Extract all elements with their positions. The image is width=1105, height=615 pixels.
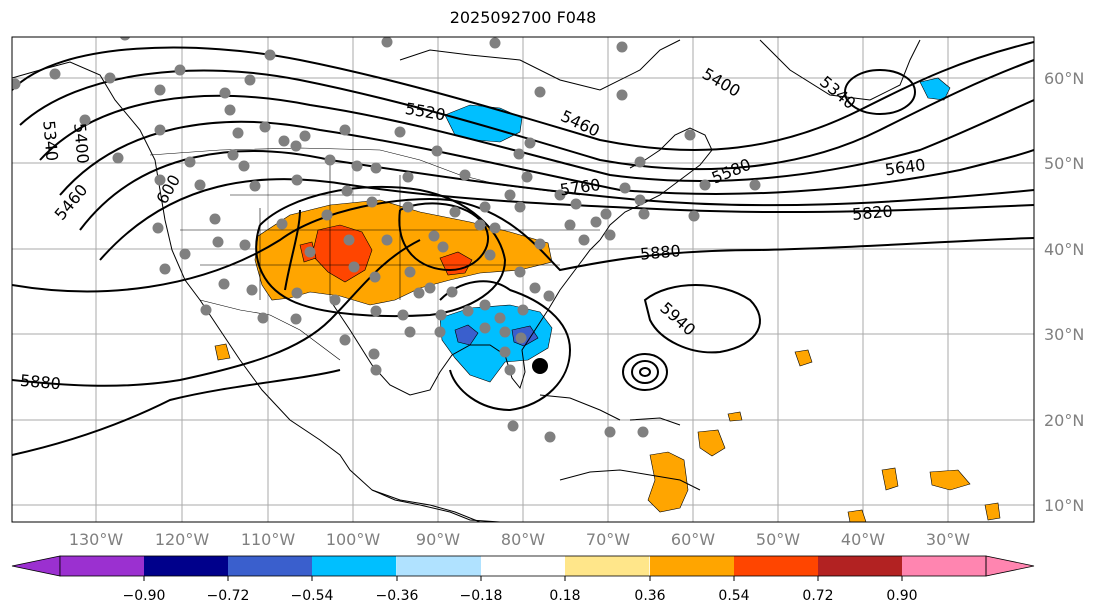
hudson-bay bbox=[399, 39, 681, 91]
colorbar-extend-right bbox=[985, 555, 1035, 577]
lon-label: 30°W bbox=[926, 530, 970, 549]
cool-anomaly-atlantic bbox=[919, 77, 951, 101]
colorbar-segment bbox=[397, 556, 482, 576]
colorbar-tick: −0.72 bbox=[207, 588, 250, 604]
lon-label: 60°W bbox=[671, 530, 715, 549]
longitude-labels: 130°W 120°W 110°W 100°W 90°W 80°W 70°W 6… bbox=[69, 530, 970, 549]
lon-label: 50°W bbox=[756, 530, 800, 549]
east-coast bbox=[599, 127, 713, 241]
colorbar-tick: −0.36 bbox=[376, 588, 419, 604]
lon-label: 80°W bbox=[501, 530, 545, 549]
warm-anomaly-atlantic-2 bbox=[929, 469, 971, 491]
colorbar-segment bbox=[734, 556, 819, 576]
colorbar-segment bbox=[565, 556, 650, 576]
colorbar-segment bbox=[312, 556, 397, 576]
lon-label: 40°W bbox=[841, 530, 885, 549]
colorbar-segment bbox=[650, 556, 735, 576]
warm-anomaly-atlantic-1 bbox=[794, 349, 813, 367]
station-dots bbox=[12, 37, 761, 443]
lat-label: 40°N bbox=[1044, 240, 1084, 259]
cool-anomaly-gulf bbox=[439, 304, 553, 383]
colorbar-tick: 0.36 bbox=[634, 588, 665, 604]
lat-label: 20°N bbox=[1044, 411, 1084, 430]
lon-label: 70°W bbox=[586, 530, 630, 549]
colorbar-segment bbox=[481, 556, 566, 576]
map-title: 2025092700 F048 bbox=[449, 8, 597, 27]
lat-label: 30°N bbox=[1044, 325, 1084, 344]
colorbar-tick: 0.90 bbox=[886, 588, 917, 604]
colorbar-tick: 0.18 bbox=[549, 588, 580, 604]
lon-label: 130°W bbox=[69, 530, 124, 549]
contour-label: 5820 bbox=[851, 201, 893, 223]
colorbar-segment bbox=[902, 556, 987, 576]
latitude-labels: 60°N 50°N 40°N 30°N 20°N 10°N bbox=[1044, 69, 1084, 515]
colorbar-segment bbox=[228, 556, 313, 576]
colorbar-segment bbox=[144, 556, 229, 576]
hispaniola bbox=[629, 417, 681, 426]
contour-label: 5340 bbox=[39, 120, 61, 162]
warm-anomaly-mexico bbox=[214, 343, 231, 361]
colorbar-tick: −0.18 bbox=[460, 588, 503, 604]
colorbar: −0.90 −0.72 −0.54 −0.36 −0.18 0.18 0.36 … bbox=[11, 555, 1035, 604]
storm-center-marker bbox=[532, 358, 548, 374]
lon-label: 100°W bbox=[326, 530, 381, 549]
colorbar-tick: 0.54 bbox=[718, 588, 749, 604]
south-america-north bbox=[559, 469, 701, 491]
colorbar-segment bbox=[818, 556, 903, 576]
contour-label: 5400 bbox=[70, 122, 92, 164]
lon-label: 120°W bbox=[155, 530, 210, 549]
warm-anomaly-atlantic-4 bbox=[984, 502, 1001, 521]
colorbar-extend-left bbox=[11, 555, 61, 577]
cuba bbox=[539, 394, 621, 421]
contour-label: 5880 bbox=[19, 371, 61, 393]
cold-anomaly-gulf bbox=[454, 324, 479, 346]
lat-label: 10°N bbox=[1044, 496, 1084, 515]
colorbar-tick: −0.54 bbox=[291, 588, 334, 604]
lat-label: 60°N bbox=[1044, 69, 1084, 88]
map-frame bbox=[11, 36, 1035, 523]
warm-anomaly-atlantic-5 bbox=[847, 509, 867, 522]
warm-anomaly-caribbean-2 bbox=[697, 429, 726, 457]
colorbar-segment bbox=[60, 556, 145, 576]
lon-label: 90°W bbox=[416, 530, 460, 549]
warm-anomaly-small bbox=[727, 411, 743, 422]
height-contours bbox=[12, 41, 1034, 456]
warm-anomaly-atlantic-3 bbox=[881, 467, 899, 491]
greenland bbox=[759, 39, 921, 101]
anomaly-shading bbox=[214, 77, 1001, 522]
us-mexico-border bbox=[199, 299, 341, 361]
lat-label: 50°N bbox=[1044, 154, 1084, 173]
colorbar-tick: −0.90 bbox=[123, 588, 166, 604]
lon-label: 110°W bbox=[241, 530, 296, 549]
colorbar-tick: 0.72 bbox=[802, 588, 833, 604]
central-america bbox=[371, 489, 501, 522]
warm-anomaly-caribbean bbox=[647, 451, 689, 513]
contour-label: 5880 bbox=[639, 241, 681, 263]
